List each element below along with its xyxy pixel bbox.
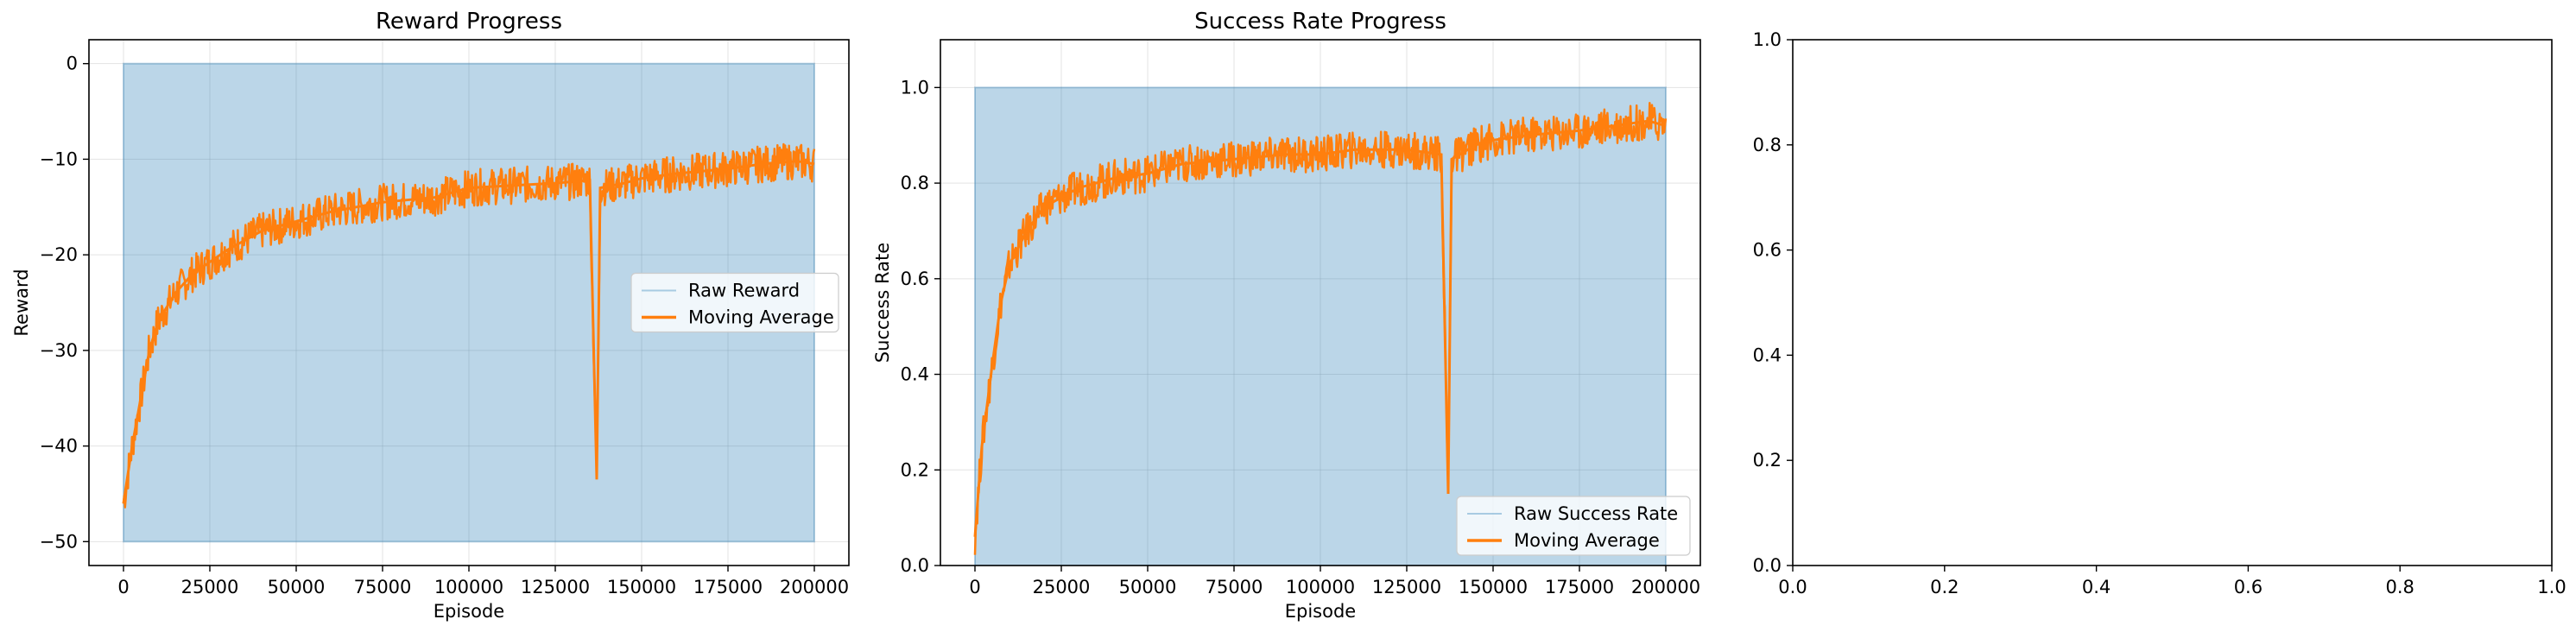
legend-label: Raw Reward: [688, 281, 800, 301]
x-tick-label: 100000: [434, 577, 503, 597]
x-tick-label: 200000: [780, 577, 849, 597]
y-tick-label: 0.2: [901, 459, 929, 480]
y-tick-label: 0.6: [901, 269, 929, 289]
legend-box: [630, 272, 839, 333]
x-tick-label: 75000: [1206, 577, 1263, 597]
axes-frame: [1792, 39, 2553, 566]
x-tick-label: 150000: [607, 577, 676, 597]
x-tick-label: 0.6: [2234, 577, 2263, 597]
x-tick-label: 50000: [1119, 577, 1177, 597]
y-tick-label: 1.0: [1753, 29, 1782, 50]
legend: Raw Reward Moving Average: [630, 272, 839, 333]
legend-label: Moving Average: [688, 307, 834, 328]
y-tick-label: 0.4: [901, 364, 929, 385]
y-tick-label: 0.0: [901, 555, 929, 576]
legend: Raw Success Rate Moving Average: [1456, 496, 1691, 556]
x-tick-label: 100000: [1286, 577, 1355, 597]
y-tick-label: 0.8: [901, 173, 929, 193]
chart-title: Success Rate Progress: [1194, 9, 1446, 35]
x-tick-label: 0: [117, 577, 129, 597]
legend-box: [1456, 496, 1691, 556]
moving-average-key-line: [973, 119, 1667, 537]
moving-average-line: [122, 142, 816, 509]
raw-band-series: [974, 86, 1667, 566]
x-tick-label: 0.8: [2385, 577, 2414, 597]
y-tick-label: −40: [40, 436, 78, 457]
moving-average-line: [973, 102, 1668, 555]
y-tick-label: −50: [40, 531, 78, 552]
y-tick-label: 0.6: [1753, 240, 1782, 261]
chart-3: 0.0 0.2 0.4 0.6 0.8 1.0 0.0 0.2 0.4 0.6 0.8 1.0: [1753, 29, 2567, 597]
y-tick-label: 1.0: [901, 77, 929, 98]
y-tick-label: −20: [40, 244, 78, 265]
x-axis-label: Episode: [1285, 601, 1356, 622]
y-axis-label: Reward: [11, 269, 32, 336]
y-axis-label: Success Rate: [872, 243, 893, 363]
x-tick-label: 0.4: [2082, 577, 2111, 597]
y-tick-label: 0.0: [1753, 555, 1782, 576]
moving-average-key-line: [122, 160, 815, 504]
x-tick-label: 125000: [1372, 577, 1441, 597]
y-tick-label: 0.4: [1753, 344, 1782, 365]
x-tick-label: 200000: [1631, 577, 1700, 597]
chart-1: 0 25000 50000 75000 100000 125000 150000 175000…: [11, 9, 850, 622]
y-tick-label: 0: [66, 54, 78, 74]
x-tick-label: 175000: [693, 577, 763, 597]
x-tick-label: 0.2: [1930, 577, 1959, 597]
x-tick-label: 0: [969, 577, 980, 597]
y-tick-label: 0.2: [1753, 450, 1782, 471]
y-tick-label: −10: [40, 149, 78, 169]
chart-2: 0 25000 50000 75000 100000 125000 150000 175000…: [872, 9, 1701, 622]
x-axis-label: Episode: [434, 601, 504, 622]
x-tick-label: 150000: [1459, 577, 1528, 597]
x-tick-label: 75000: [354, 577, 412, 597]
y-tick-label: −30: [40, 340, 78, 361]
plot-area: [973, 86, 1668, 566]
legend-label: Moving Average: [1514, 530, 1660, 551]
x-tick-label: 50000: [268, 577, 326, 597]
x-tick-label: 0.0: [1778, 577, 1807, 597]
x-tick-label: 1.0: [2537, 577, 2566, 597]
x-tick-label: 175000: [1545, 577, 1614, 597]
x-tick-label: 25000: [181, 577, 239, 597]
x-tick-label: 125000: [521, 577, 590, 597]
chart-title: Reward Progress: [376, 9, 562, 35]
x-tick-label: 25000: [1033, 577, 1091, 597]
y-tick-label: 0.8: [1753, 135, 1782, 155]
legend-label: Raw Success Rate: [1514, 503, 1678, 524]
